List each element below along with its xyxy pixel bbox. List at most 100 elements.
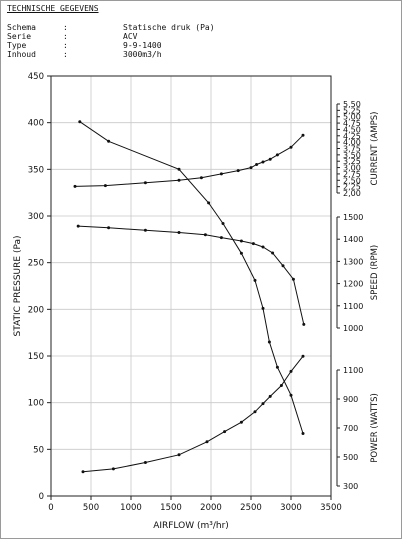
speed-point bbox=[203, 233, 207, 237]
x-tick-label: 3500 bbox=[320, 503, 342, 513]
speed-point bbox=[107, 226, 111, 230]
speed-point bbox=[76, 224, 80, 228]
current-point bbox=[143, 181, 147, 185]
pressure-point bbox=[275, 365, 279, 369]
pressure-curve bbox=[79, 121, 304, 434]
speed-point bbox=[239, 239, 243, 243]
speed-point bbox=[219, 236, 223, 240]
power-point bbox=[279, 384, 283, 387]
current-point bbox=[177, 178, 181, 182]
y-tick-label: 200 bbox=[28, 305, 44, 315]
y-tick-label: 300 bbox=[28, 212, 44, 222]
power-point bbox=[268, 394, 272, 398]
pressure-point bbox=[301, 432, 305, 435]
pressure-point bbox=[177, 167, 181, 171]
current-point bbox=[275, 153, 279, 157]
power-point bbox=[253, 410, 257, 414]
current-tick-label: 3,50 bbox=[343, 151, 361, 160]
speed-tick-label: 1300 bbox=[343, 257, 363, 266]
power-point bbox=[111, 467, 115, 471]
x-tick-label: 1500 bbox=[160, 503, 182, 513]
speed-point bbox=[291, 277, 295, 281]
power-curve bbox=[82, 355, 304, 473]
power-tick-label: 1100 bbox=[343, 366, 363, 375]
spec-row-serie: Serie: ACV bbox=[7, 32, 138, 41]
speed-point bbox=[281, 264, 285, 268]
current-point bbox=[103, 184, 107, 188]
plot-frame bbox=[50, 75, 332, 497]
current-point bbox=[199, 176, 203, 180]
pressure-point bbox=[207, 201, 211, 205]
speed-tick-label: 1100 bbox=[343, 302, 363, 311]
power-point bbox=[143, 461, 147, 464]
current-tick-label: 4,25 bbox=[343, 132, 361, 141]
current-tick-label: 5,00 bbox=[343, 113, 361, 122]
current-tick-label: 4,00 bbox=[343, 138, 361, 147]
y-tick-label: 150 bbox=[28, 352, 44, 362]
current-point bbox=[249, 166, 253, 170]
x-tick-label: 0 bbox=[48, 503, 53, 513]
x-tick-label: 2500 bbox=[240, 503, 262, 513]
current-tick-label: 3,25 bbox=[343, 157, 361, 166]
pressure-point bbox=[267, 340, 271, 344]
current-tick-label: 3,00 bbox=[343, 164, 361, 173]
power-point bbox=[177, 453, 181, 457]
y-axis-title: STATIC PRESSURE (Pa) bbox=[13, 235, 23, 336]
current-point bbox=[219, 172, 223, 176]
spec-row-type: Type:9-9-1400 bbox=[7, 41, 162, 50]
power-axis-title: POWER (WATTS) bbox=[370, 393, 380, 463]
pressure-point bbox=[239, 251, 243, 255]
power-tick-label: 300 bbox=[343, 482, 358, 491]
speed-point bbox=[271, 251, 275, 255]
y-tick-label: 250 bbox=[28, 259, 44, 269]
current-tick-label: 2,75 bbox=[343, 170, 361, 179]
current-point bbox=[236, 169, 240, 173]
current-tick-label: 2,00 bbox=[343, 189, 361, 198]
x-axis-title: AIRFLOW (m³/hr) bbox=[153, 521, 229, 531]
power-point bbox=[289, 369, 293, 373]
grid bbox=[50, 75, 332, 497]
pressure-point bbox=[289, 393, 293, 397]
pressure-point bbox=[221, 222, 225, 225]
speed-point bbox=[302, 322, 306, 326]
pressure-point bbox=[107, 139, 111, 143]
speed-point bbox=[261, 245, 265, 249]
speed-point bbox=[177, 231, 181, 234]
power-point bbox=[81, 470, 85, 474]
current-point bbox=[255, 163, 259, 166]
y-tick-label: 50 bbox=[33, 445, 44, 455]
x-tick-label: 500 bbox=[83, 503, 99, 513]
current-point bbox=[289, 145, 293, 149]
y-tick-label: 0 bbox=[39, 492, 44, 502]
power-tick-label: 500 bbox=[343, 453, 358, 462]
pressure-point bbox=[253, 278, 257, 282]
spec-row-schema: Schema: Statische druk (Pa) bbox=[7, 23, 215, 32]
current-tick-label: 5,50 bbox=[343, 100, 361, 109]
power-point bbox=[261, 402, 265, 406]
power-tick-label: 900 bbox=[343, 395, 358, 404]
current-tick-label: 4,75 bbox=[343, 119, 361, 128]
speed-tick-label: 1200 bbox=[343, 280, 363, 289]
speed-point bbox=[251, 242, 255, 246]
x-tick-label: 1000 bbox=[120, 503, 142, 513]
power-tick-label: 700 bbox=[343, 424, 358, 433]
current-tick-label: 5,25 bbox=[343, 106, 361, 115]
current-point bbox=[268, 157, 272, 161]
speed-point bbox=[143, 228, 147, 232]
speed-tick-label: 1500 bbox=[343, 213, 363, 222]
current-tick-label: 4,50 bbox=[343, 125, 361, 134]
y-tick-label: 400 bbox=[28, 119, 44, 129]
speed-axis-title: SPEED (RPM) bbox=[370, 245, 380, 301]
section-title: TECHNISCHE GEGEVENS bbox=[7, 4, 99, 13]
current-curve bbox=[74, 134, 304, 187]
current-point bbox=[301, 133, 305, 137]
pressure-point bbox=[78, 120, 82, 124]
current-tick-label: 2,25 bbox=[343, 183, 361, 192]
current-tick-label: 2,50 bbox=[343, 176, 361, 185]
x-tick-label: 2000 bbox=[200, 503, 222, 513]
speed-tick-label: 1000 bbox=[343, 324, 363, 333]
speed-tick-label: 1400 bbox=[343, 235, 363, 244]
power-point bbox=[301, 354, 305, 358]
power-point bbox=[239, 420, 243, 424]
